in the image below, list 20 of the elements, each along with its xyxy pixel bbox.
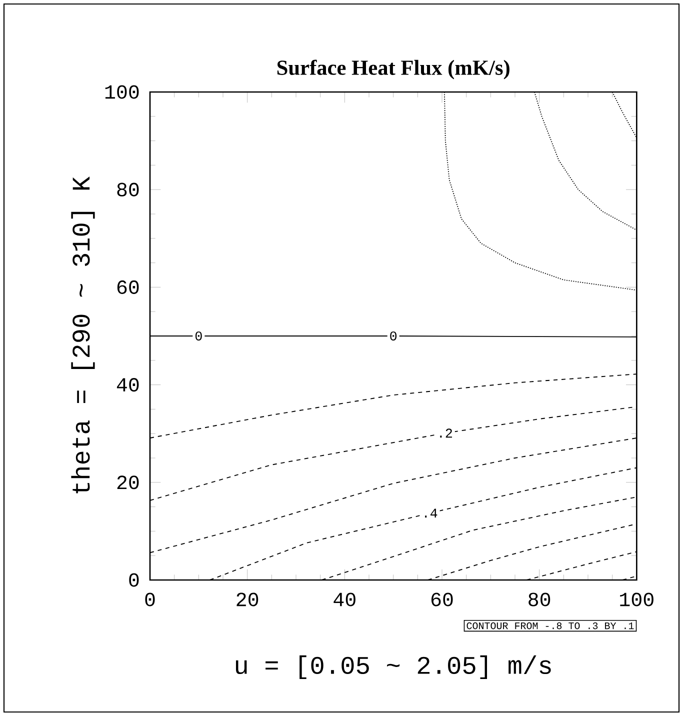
x-axis-title: u = [0.05 ~ 2.05] m/s [236,655,551,680]
annotation: 0 [390,331,397,341]
annotation: .2 [440,428,452,438]
x-tick-label: 60 [431,592,453,606]
y-tick-label: 80 [117,182,139,196]
y-tick-label: 20 [117,476,139,490]
text: CONTOUR FROM -.8 TO .3 BY .1 [466,622,634,630]
annotation: .4 [425,508,438,518]
y-tick-label: 100 [105,85,139,99]
y-tick-label: 60 [117,280,139,294]
y-tick-label: 0 [129,573,139,587]
y-axis-title: theta = [290 ~ 310] K [71,176,95,494]
x-tick-label: 80 [528,592,550,606]
y-tick-label: 40 [116,378,139,392]
x-tick-label: 40 [334,592,356,606]
x-tick-label: 20 [236,592,258,606]
chart-title: Surface Heat Flux (mK/s) [277,60,510,80]
annotation: 0 [195,331,202,341]
x-tick-label: 0 [145,592,155,606]
x-tick-label: 100 [620,592,654,606]
